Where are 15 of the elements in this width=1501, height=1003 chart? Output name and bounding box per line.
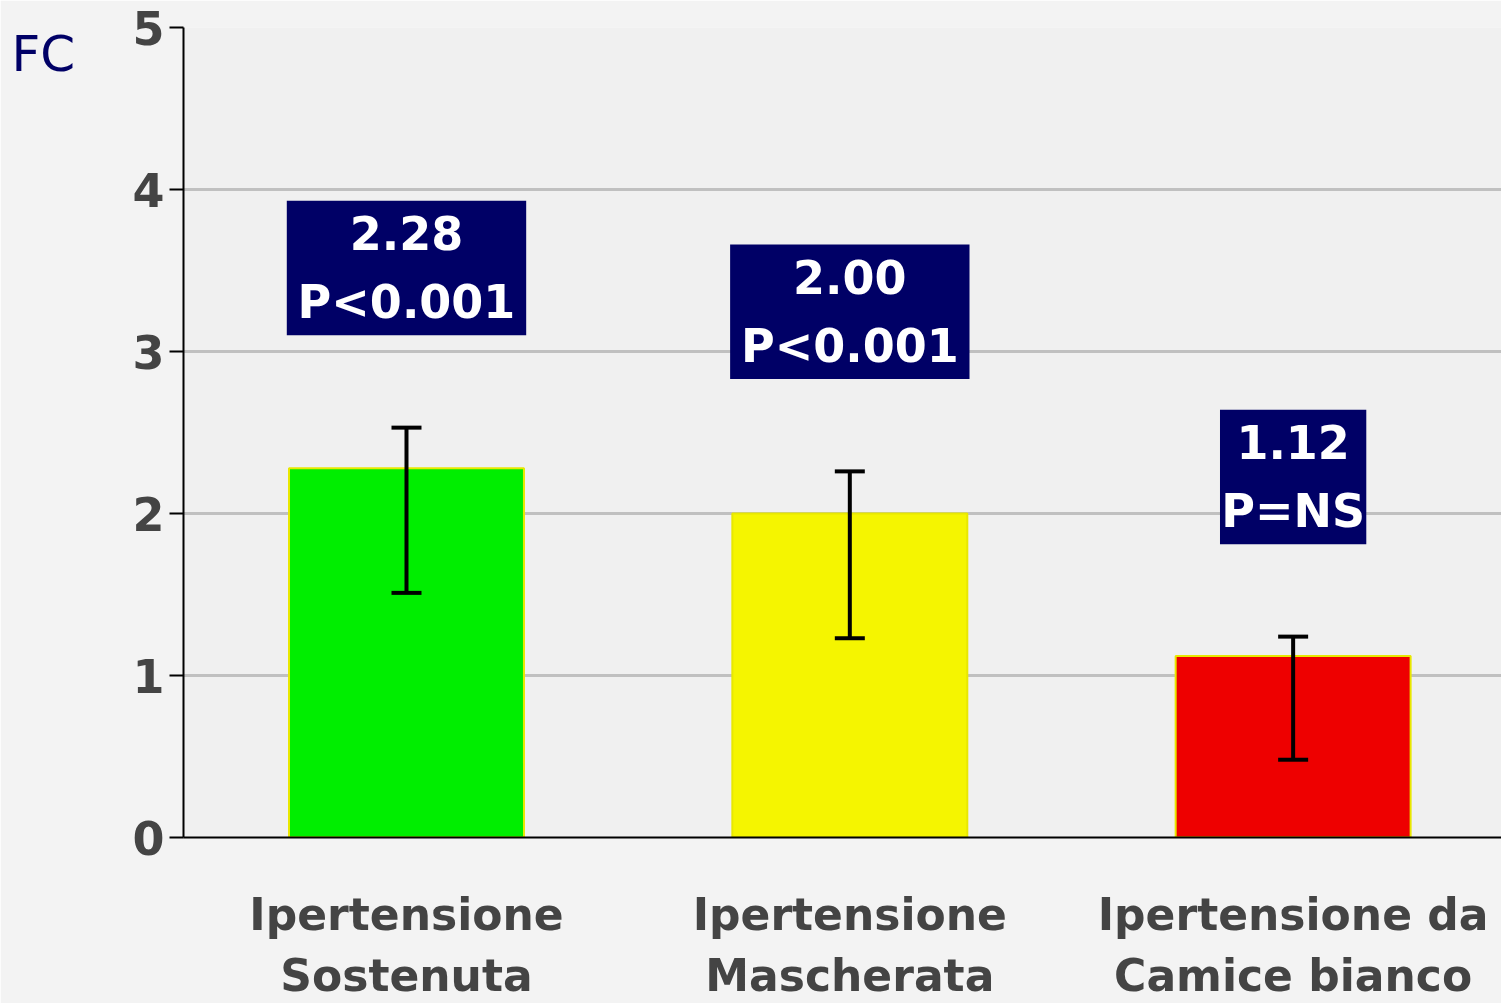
x-tick-label: Ipertensione Mascherata [692, 888, 1007, 1001]
y-tick-label: 5 [132, 1, 165, 56]
x-tick-label: Ipertensione da Camice bianco [1097, 888, 1489, 1001]
bar [731, 512, 969, 838]
y-tick-label: 2 [132, 487, 165, 542]
bar [288, 467, 525, 838]
x-tick-label: Ipertensione Sostenuta [249, 888, 564, 1001]
y-tick-label: 0 [132, 811, 165, 866]
y-tick-label: 1 [132, 649, 165, 704]
data-label: 2.00 P<0.001 [740, 251, 959, 373]
y-tick-label: 4 [132, 163, 165, 218]
y-axis-title: FC [11, 24, 76, 83]
data-label: 2.28 P<0.001 [297, 207, 516, 329]
y-tick-label: 3 [132, 325, 165, 380]
data-label: 1.12 P=NS [1221, 416, 1366, 538]
